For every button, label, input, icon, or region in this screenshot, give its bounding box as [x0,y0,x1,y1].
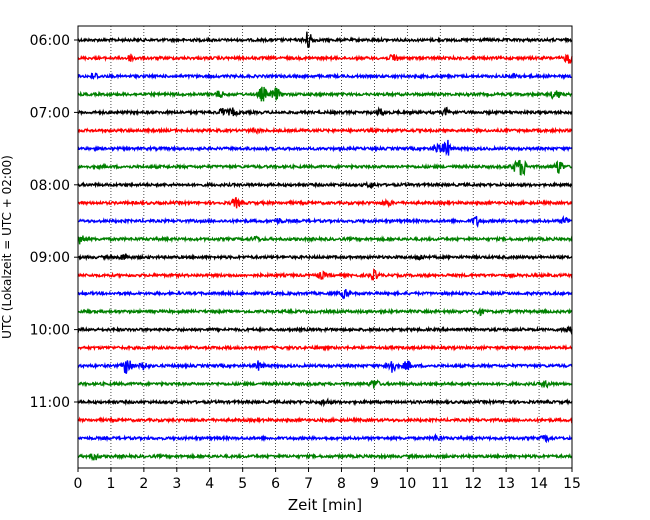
trace-11:45 [77,452,573,462]
y-tick-label: 11:00 [30,395,70,411]
x-tick-label: 10 [398,476,416,492]
x-axis-ticks: 0 1 2 3 4 5 6 7 8 9 10 11 12 13 14 15 [74,468,581,492]
x-tick-label: 14 [530,476,548,492]
x-tick-label: 6 [271,476,280,492]
helicorder-traces [77,31,573,462]
y-tick-label: 07:00 [30,105,70,121]
trace-07:45 [77,159,573,177]
x-tick-label: 9 [370,476,379,492]
trace-10:45 [77,379,573,389]
y-axis-ticks: 06:00 07:00 08:00 09:00 10:00 11:00 [30,33,78,411]
x-tick-label: 1 [106,476,115,492]
y-tick-label: 10:00 [30,323,70,339]
x-tick-label: 15 [563,476,581,492]
trace-10:30 [77,360,573,374]
x-tick-label: 4 [205,476,214,492]
trace-11:30 [77,432,573,444]
trace-09:15 [77,267,573,281]
y-tick-label: 08:00 [30,178,70,194]
trace-10:15 [77,343,573,352]
x-tick-label: 0 [74,476,83,492]
trace-11:15 [77,416,573,424]
trace-09:00 [77,253,573,262]
y-axis-label: UTC (Lokalzeit = UTC + 02:00) [0,155,14,339]
trace-07:30 [77,139,573,157]
trace-06:00 [77,31,573,48]
x-tick-label: 13 [497,476,515,492]
x-tick-label: 8 [337,476,346,492]
x-tick-label: 12 [464,476,482,492]
trace-07:15 [77,126,573,135]
plot-frame [77,25,573,469]
y-tick-label: 09:00 [30,250,70,266]
trace-06:45 [77,86,573,102]
trace-08:45 [77,235,573,245]
x-tick-label: 2 [139,476,148,492]
trace-11:00 [77,397,573,408]
x-axis-label: Zeit [min] [288,496,362,514]
trace-09:30 [77,289,573,300]
y-tick-label: 06:00 [30,33,70,49]
trace-08:15 [77,196,573,209]
x-tick-label: 11 [431,476,449,492]
trace-10:00 [77,325,573,336]
trace-09:45 [77,307,573,317]
trace-08:30 [77,215,573,229]
x-tick-label: 7 [304,476,313,492]
x-tick-label: 5 [238,476,247,492]
trace-08:00 [77,180,573,190]
trace-06:15 [77,53,573,64]
trace-07:00 [77,106,573,118]
trace-06:30 [77,72,573,81]
x-tick-label: 3 [172,476,181,492]
